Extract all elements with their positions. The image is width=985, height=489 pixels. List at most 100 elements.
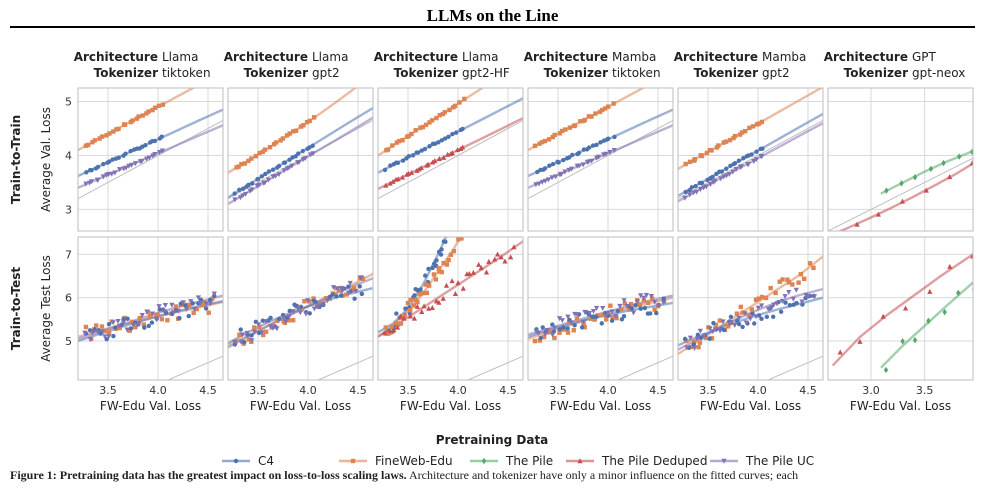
data-point-the-pile-uc [207,301,213,307]
data-point-fineweb-edu [777,279,782,284]
facet-value-architecture: Llama [162,50,198,64]
fit-line-the-pile [880,149,973,195]
data-point-fineweb-edu [206,310,211,315]
data-point-fineweb-edu [267,144,273,150]
data-point-the-pile-uc [270,325,276,331]
data-point-the-pile-uc [590,309,597,315]
facet-key-architecture: Architecture [224,50,308,64]
data-point-c4 [442,136,448,141]
data-point-fineweb-edu [83,143,89,148]
x-axis-label: FW-Edu Val. Loss [700,399,801,413]
data-point-fineweb-edu [608,303,613,308]
data-point-the-pile-uc [99,329,106,335]
data-point-fineweb-edu [194,306,199,312]
data-point-the-pile-deduped [416,166,422,172]
data-point-the-pile-uc [82,330,88,336]
data-point-c4 [246,182,251,187]
data-point-fineweb-edu [307,118,312,124]
data-point-the-pile-uc [596,154,602,160]
facet-key-architecture: Architecture [824,50,908,64]
data-point-the-pile-deduped [486,258,492,264]
data-point-c4 [754,149,759,154]
panel-plot-area [528,88,673,200]
data-point-the-pile-uc [290,309,296,315]
data-point-c4 [547,163,552,168]
data-point-the-pile-deduped [390,178,396,184]
data-point-c4 [593,314,599,320]
legend-title: Pretraining Data [436,433,549,447]
data-point-the-pile-deduped [923,187,929,193]
data-point-c4 [232,191,237,196]
data-point-c4 [84,170,89,175]
legend-marker [577,458,583,464]
data-point-c4 [728,163,733,168]
data-point-c4 [121,316,126,322]
data-point-c4 [698,335,704,341]
data-point-c4 [732,161,738,166]
data-point-the-pile-uc [102,334,108,340]
data-point-the-pile-uc [720,319,726,325]
data-point-the-pile-deduped [395,176,401,182]
data-point-the-pile-uc [742,311,748,317]
legend-entry-fineweb-edu: FineWeb-Edu [339,454,453,468]
data-point-fineweb-edu [437,112,443,118]
data-point-c4 [382,167,388,173]
data-point-fineweb-edu [262,147,268,152]
data-point-c4 [566,155,572,160]
facet-key-tokenizer: Tokenizer [394,66,458,80]
data-point-the-pile-uc [603,151,609,157]
data-point-c4 [400,158,406,163]
data-point-the-pile-uc [753,157,759,163]
data-point-the-pile-uc [170,310,177,316]
panel-train-1 [227,87,374,232]
data-point-fineweb-edu [786,280,792,285]
data-point-fineweb-edu [249,156,254,161]
data-point-the-pile-uc [652,299,658,305]
data-point-the-pile-uc [256,182,262,188]
x-tick-label: 3.5 [699,384,717,397]
data-point-fineweb-edu [738,304,744,310]
data-point-the-pile-deduped [455,280,461,286]
data-point-the-pile-deduped [508,254,514,260]
data-point-c4 [101,161,106,167]
data-point-c4 [606,136,611,141]
data-point-c4 [237,187,242,192]
data-point-fineweb-edu [589,114,594,119]
data-point-fineweb-edu [263,329,269,334]
data-point-the-pile-uc [703,184,709,190]
data-point-the-pile-uc [805,294,812,300]
facet-strip-5: Architecture GPT Tokenizer gpt-neox [824,50,966,80]
data-point-fineweb-edu [408,307,413,313]
data-point-the-pile-deduped [837,349,843,355]
y-tick-label: 6 [65,292,72,305]
data-point-the-pile-uc [730,169,736,175]
data-point-the-pile-uc [718,176,724,182]
data-point-the-pile-deduped [476,261,482,267]
data-point-c4 [263,171,268,177]
panel-test-2: 3.5 4.0 4.5 FW-Edu Val. Loss [377,236,524,413]
data-point-fineweb-edu [90,140,95,145]
panel-border [227,87,374,232]
data-point-c4 [711,320,716,326]
data-point-c4 [268,315,273,321]
data-point-c4 [198,297,204,302]
data-point-fineweb-edu [261,332,266,338]
data-point-fineweb-edu [426,283,432,288]
x-tick-label: 4.0 [749,384,767,397]
data-point-fineweb-edu [415,299,420,305]
data-point-the-pile-deduped [436,155,442,161]
panel-border [377,236,524,381]
data-point-the-pile-uc [156,304,162,310]
data-point-fineweb-edu [627,307,632,312]
data-point-fineweb-edu [790,282,795,287]
data-point-c4 [412,293,417,298]
data-point-fineweb-edu [423,282,429,287]
data-point-the-pile-uc [733,167,739,173]
data-point-the-pile-uc [302,156,308,162]
data-point-the-pile-uc [334,286,341,292]
data-point-c4 [749,152,754,157]
data-point-fineweb-edu [446,257,451,263]
data-point-the-pile-uc [115,318,121,324]
data-point-c4 [648,311,653,316]
data-point-the-pile-uc [83,181,89,187]
